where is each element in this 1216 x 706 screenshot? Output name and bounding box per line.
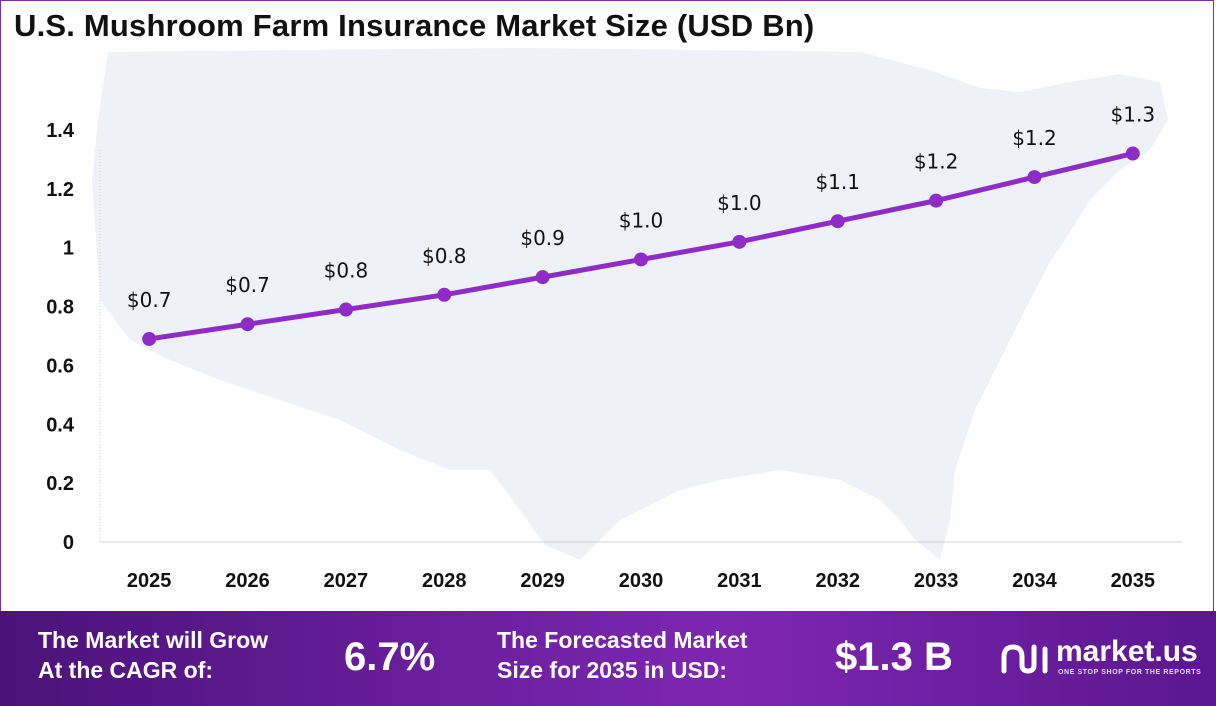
y-axis: 0 0.2 0.4 0.6 0.8 1 1.2 1.4 [46, 120, 75, 554]
data-point [535, 270, 550, 285]
data-label: $1.0 [619, 208, 664, 232]
y-tick-label: 0.6 [46, 355, 74, 377]
y-tick-label: 1.4 [46, 120, 75, 142]
y-tick-label: 1 [63, 238, 74, 260]
data-point [142, 331, 157, 346]
data-label: $1.1 [815, 170, 860, 194]
x-tick-label: 2025 [127, 570, 172, 592]
data-point [437, 287, 452, 302]
logo-name: market.us [1056, 635, 1198, 668]
forecast-label-line2: Size for 2035 in USD: [497, 657, 728, 683]
y-tick-label: 0 [63, 532, 74, 554]
x-tick-label: 2027 [324, 570, 369, 592]
data-point [240, 317, 255, 332]
data-label: $1.0 [717, 191, 762, 215]
data-label: $0.8 [422, 244, 467, 268]
forecast-value: $1.3 B [835, 635, 953, 679]
cagr-label: The Market will Grow At the CAGR of: [38, 625, 268, 685]
x-tick-label: 2026 [225, 570, 270, 592]
x-tick-label: 2033 [914, 570, 959, 592]
data-label: $1.2 [1012, 126, 1057, 150]
data-point [929, 193, 944, 208]
cagr-label-line1: The Market will Grow [38, 627, 269, 653]
line-chart: 00.20.40.60.811.21.4 2025 2026 2027 2028 202… [46, 48, 1182, 592]
data-point [1125, 146, 1140, 161]
series-group [142, 146, 1140, 346]
x-tick-label: 2032 [815, 570, 860, 592]
y-tick-label: 0.2 [46, 473, 74, 495]
usa-map-background [92, 48, 1168, 560]
x-tick-label: 2035 [1111, 570, 1156, 592]
x-tick-label: 2029 [520, 570, 565, 592]
data-label: $0.7 [127, 288, 172, 312]
data-label: $1.2 [914, 150, 959, 174]
data-label: $1.3 [1111, 103, 1156, 127]
logo-tagline: ONE STOP SHOP FOR THE REPORTS [1058, 669, 1202, 676]
axes [99, 150, 1182, 543]
cagr-value: 6.7% [344, 635, 436, 679]
data-point [634, 252, 648, 267]
cagr-label-line2: At the CAGR of: [38, 657, 214, 683]
data-labels: $0.7 $0.7 $0.8 $0.8 $0.9 $1.0 $1.0 $1.1 $1.2 $1.2… [127, 103, 1155, 312]
x-tick-label: 2030 [619, 570, 664, 592]
y-tick-label: 0.4 [46, 414, 75, 436]
data-point [830, 214, 845, 229]
x-tick-label: 2031 [717, 570, 762, 592]
y-tick-label: 1.2 [46, 179, 74, 201]
x-axis: 2025 2026 2027 2028 2029 2030 2031 2032 2033 2034… [127, 570, 1155, 592]
data-label: $0.8 [324, 259, 369, 283]
data-label: $0.9 [520, 226, 565, 250]
x-tick-label: 2034 [1012, 570, 1057, 592]
footer-banner: The Market will Grow At the CAGR of: 6.7… [0, 611, 1216, 706]
y-tick-label: 0.8 [46, 297, 74, 319]
data-point [732, 234, 747, 249]
forecast-label-line1: The Forecasted Market [497, 627, 748, 653]
brand-logo: market.us ONE STOP SHOP FOR THE REPORTS [1000, 635, 1210, 685]
market-us-logo-icon [1001, 644, 1048, 674]
forecast-label: The Forecasted Market Size for 2035 in U… [497, 625, 748, 685]
data-point [338, 302, 353, 317]
data-label: $0.7 [225, 273, 270, 297]
chart-title: U.S. Mushroom Farm Insurance Market Size… [14, 8, 815, 43]
data-point [1027, 170, 1042, 185]
x-tick-label: 2028 [422, 570, 467, 592]
